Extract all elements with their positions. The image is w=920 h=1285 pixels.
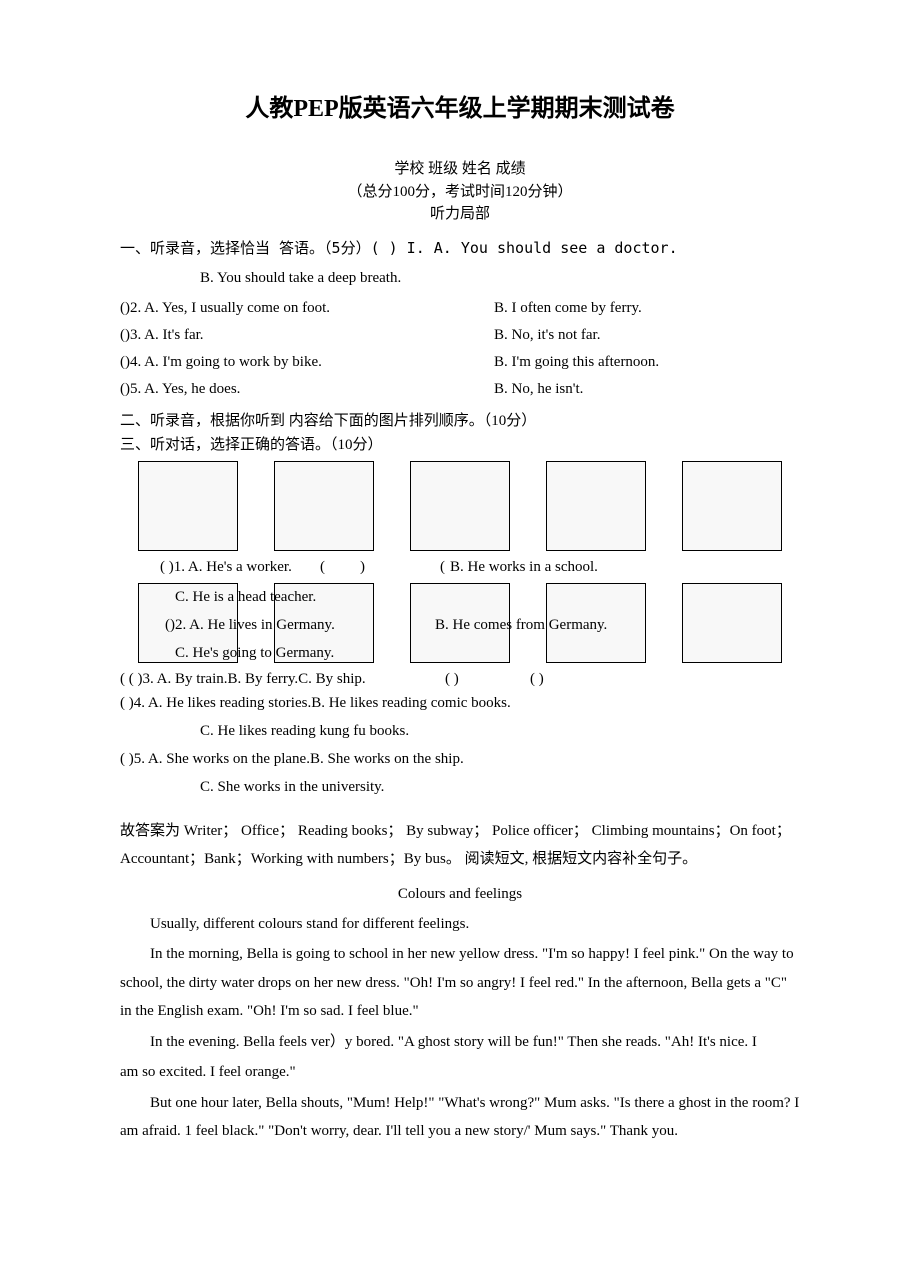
s3-q2-b: B. He comes from Germany. xyxy=(435,613,607,637)
passage-p3: In the evening. Bella feels ver）y bored.… xyxy=(120,1028,800,1057)
q3-a: ()3. A. It's far. xyxy=(120,323,494,347)
s3-q1-c: C. He is a head teacher. xyxy=(175,585,316,609)
q5-row: ()5. A. Yes, he does. B. No, he isn't. xyxy=(120,377,800,401)
s3-q4-c: C. He likes reading kung fu books. xyxy=(200,719,800,743)
section2-heading: 二、听录音，根据你听到 内容给下面的图片排列顺序。（10分） xyxy=(120,409,800,433)
paren3: ( xyxy=(440,555,445,579)
header-line3: 听力局部 xyxy=(120,203,800,226)
s3-q5: ( )5. A. She works on the plane.B. She w… xyxy=(120,747,800,771)
q3-row: ()3. A. It's far. B. No, it's not far. xyxy=(120,323,800,347)
image-row-top xyxy=(120,461,800,551)
passage-p4: But one hour later, Bella shouts, "Mum! … xyxy=(120,1089,800,1146)
passage-title: Colours and feelings xyxy=(120,882,800,906)
q2-b: B. I often come by ferry. xyxy=(494,296,800,320)
section1-heading: 一、听录音，选择恰当 答语。（5分）( ) I. A. You should s… xyxy=(120,236,800,260)
paren1: ( xyxy=(320,555,325,579)
passage-p1: Usually, different colours stand for dif… xyxy=(120,910,800,939)
image-2 xyxy=(274,461,374,551)
image-1 xyxy=(138,461,238,551)
image-5 xyxy=(682,461,782,551)
q5-a: ()5. A. Yes, he does. xyxy=(120,377,494,401)
q2-a: ()2. A. Yes, I usually come on foot. xyxy=(120,296,494,320)
passage-p3b: am so excited. I feel orange." xyxy=(120,1058,800,1087)
s3-q2-a: ()2. A. He lives in Germany. xyxy=(165,613,335,637)
q4-row: ()4. A. I'm going to work by bike. B. I'… xyxy=(120,350,800,374)
answer-line: 故答案为 Writer； Office； Reading books； By s… xyxy=(120,817,800,874)
image-10 xyxy=(682,583,782,663)
s3-q1-b: B. He works in a school. xyxy=(450,555,598,579)
q1-overlay-row: ( )1. A. He's a worker. ( ) ( B. He work… xyxy=(120,555,800,579)
s3-q4: ( )4. A. He likes reading stories.B. He … xyxy=(120,691,800,715)
header-line1: 学校 班级 姓名 成绩 xyxy=(120,158,800,181)
s3-q2-c: C. He's going to Germany. xyxy=(175,641,334,665)
q1-option-b: B. You should take a deep breath. xyxy=(200,266,800,290)
s3-q3: ( ( )3. A. By train.B. By ferry.C. By sh… xyxy=(120,667,366,691)
s3-q3-row: ( ( )3. A. By train.B. By ferry.C. By sh… xyxy=(120,667,800,687)
image-3 xyxy=(410,461,510,551)
q5-b: B. No, he isn't. xyxy=(494,377,800,401)
q2-row: ()2. A. Yes, I usually come on foot. B. … xyxy=(120,296,800,320)
s3-q5-c: C. She works in the university. xyxy=(200,775,800,799)
header-info: 学校 班级 姓名 成绩 （总分100分，考试时间120分钟） 听力局部 xyxy=(120,158,800,226)
passage-p2: In the morning, Bella is going to school… xyxy=(120,940,800,1026)
q3-b: B. No, it's not far. xyxy=(494,323,800,347)
header-line2: （总分100分，考试时间120分钟） xyxy=(120,181,800,204)
paren2: ) xyxy=(360,555,365,579)
s3-q1-a: ( )1. A. He's a worker. xyxy=(160,555,292,579)
image-4 xyxy=(546,461,646,551)
image-row-bottom: C. He is a head teacher. ()2. A. He live… xyxy=(120,583,800,663)
paren4: ( ) xyxy=(445,667,459,691)
section3-heading: 三、听对话，选择正确的答语。（10分） xyxy=(120,433,800,457)
q4-b: B. I'm going this afternoon. xyxy=(494,350,800,374)
paren5: ( ) xyxy=(530,667,544,691)
exam-title: 人教PEP版英语六年级上学期期末测试卷 xyxy=(120,90,800,128)
q4-a: ()4. A. I'm going to work by bike. xyxy=(120,350,494,374)
